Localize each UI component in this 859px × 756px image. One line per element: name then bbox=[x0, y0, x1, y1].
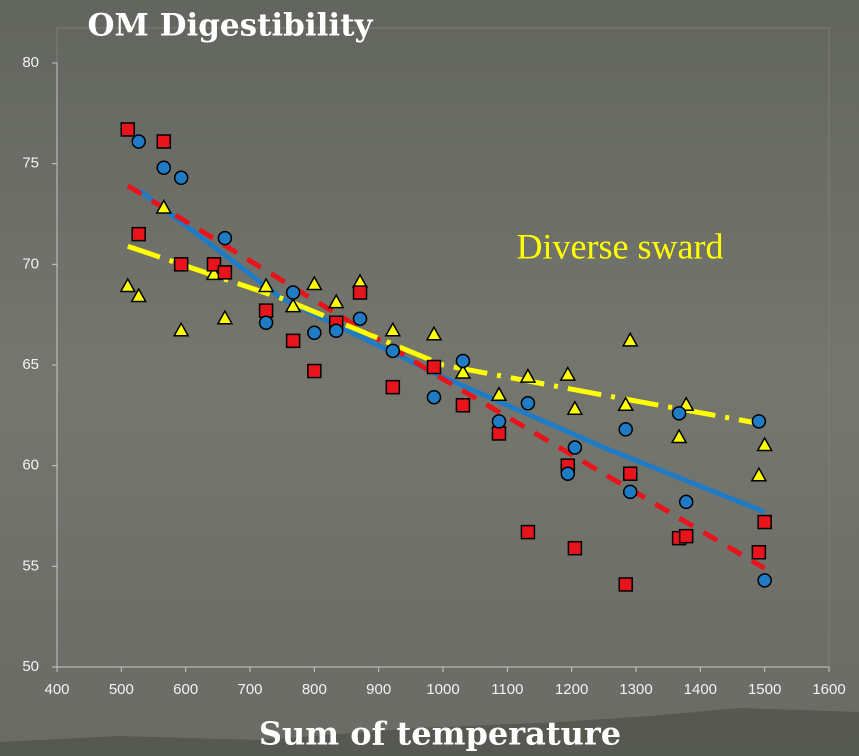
point bbox=[491, 414, 507, 429]
y-tick-label: 75 bbox=[22, 155, 39, 172]
point bbox=[285, 333, 301, 349]
x-tick-label: 600 bbox=[173, 681, 198, 698]
point bbox=[519, 368, 537, 383]
point bbox=[490, 386, 508, 401]
y-tick-label: 70 bbox=[22, 255, 39, 272]
point bbox=[678, 528, 694, 544]
point bbox=[216, 309, 234, 325]
point bbox=[671, 406, 687, 421]
x-tick-label: 1100 bbox=[491, 681, 523, 698]
x-tick-label: 700 bbox=[237, 681, 262, 698]
point bbox=[131, 134, 146, 149]
point bbox=[327, 293, 345, 309]
point bbox=[119, 277, 137, 293]
point bbox=[560, 466, 576, 481]
point bbox=[454, 364, 472, 379]
point bbox=[618, 577, 633, 592]
point bbox=[257, 277, 275, 293]
point bbox=[751, 414, 767, 429]
point bbox=[757, 573, 772, 588]
points bbox=[119, 122, 773, 592]
x-tick-label: 800 bbox=[302, 681, 327, 698]
point bbox=[385, 379, 401, 395]
x-tick-label: 1200 bbox=[555, 681, 588, 698]
x-tick-label: 1300 bbox=[619, 681, 652, 698]
point bbox=[567, 440, 583, 455]
point bbox=[217, 230, 233, 246]
y-tick-label: 60 bbox=[22, 457, 39, 474]
point bbox=[618, 422, 633, 437]
x-tick-label: 1600 bbox=[812, 681, 845, 698]
point bbox=[284, 297, 302, 313]
point bbox=[520, 396, 536, 411]
y-tick-label: 65 bbox=[22, 356, 39, 373]
point bbox=[384, 321, 402, 337]
trend-lines bbox=[126, 183, 766, 571]
point bbox=[426, 389, 442, 405]
point bbox=[751, 544, 767, 560]
point bbox=[756, 436, 773, 452]
point bbox=[352, 285, 368, 300]
x-tick-label: 900 bbox=[366, 681, 391, 698]
x-axis-title: Sum of temperature bbox=[259, 715, 621, 753]
point bbox=[491, 426, 507, 441]
y-tick-label: 55 bbox=[22, 557, 39, 574]
point bbox=[258, 303, 274, 318]
point bbox=[156, 134, 172, 149]
trend-line bbox=[126, 183, 766, 571]
point bbox=[328, 323, 344, 339]
x-tick-label: 1000 bbox=[426, 681, 459, 698]
point bbox=[670, 428, 688, 444]
trend-line bbox=[126, 243, 760, 426]
y-tick-label: 80 bbox=[22, 54, 39, 71]
point bbox=[757, 514, 772, 530]
point bbox=[559, 366, 577, 381]
x-tick-label: 1500 bbox=[748, 681, 781, 698]
hills bbox=[0, 708, 859, 756]
point bbox=[306, 275, 323, 291]
point bbox=[156, 160, 172, 175]
point bbox=[621, 331, 639, 347]
point bbox=[173, 170, 189, 186]
point bbox=[172, 321, 190, 337]
annotation: Diverse sward bbox=[517, 226, 724, 266]
point bbox=[617, 396, 634, 412]
point bbox=[120, 122, 136, 137]
x-tick-label: 1400 bbox=[684, 681, 717, 698]
point bbox=[307, 325, 322, 341]
y-tick-label: 50 bbox=[22, 658, 39, 675]
point bbox=[155, 198, 173, 214]
point bbox=[206, 257, 222, 272]
chart-title: OM Digestibility bbox=[87, 8, 373, 44]
point bbox=[307, 363, 322, 379]
point bbox=[217, 265, 233, 280]
x-tick-label: 500 bbox=[109, 681, 134, 698]
point bbox=[566, 400, 584, 416]
point bbox=[455, 353, 471, 369]
point bbox=[385, 343, 401, 359]
point bbox=[131, 226, 146, 242]
point bbox=[567, 540, 583, 556]
point bbox=[750, 466, 768, 482]
point bbox=[130, 287, 147, 303]
point bbox=[173, 257, 189, 272]
point bbox=[455, 398, 471, 413]
point bbox=[258, 315, 274, 330]
point bbox=[352, 311, 368, 326]
point bbox=[425, 325, 443, 341]
point bbox=[622, 466, 638, 481]
x-tick-label: 400 bbox=[44, 681, 69, 698]
point bbox=[426, 359, 442, 375]
point bbox=[678, 494, 694, 510]
axes: 50 55 60 65 70 75 80 400 500 600 700 800 900 1000 1100… bbox=[22, 54, 845, 698]
point bbox=[285, 285, 301, 300]
point bbox=[520, 524, 536, 540]
point bbox=[622, 484, 638, 500]
point bbox=[205, 265, 223, 281]
